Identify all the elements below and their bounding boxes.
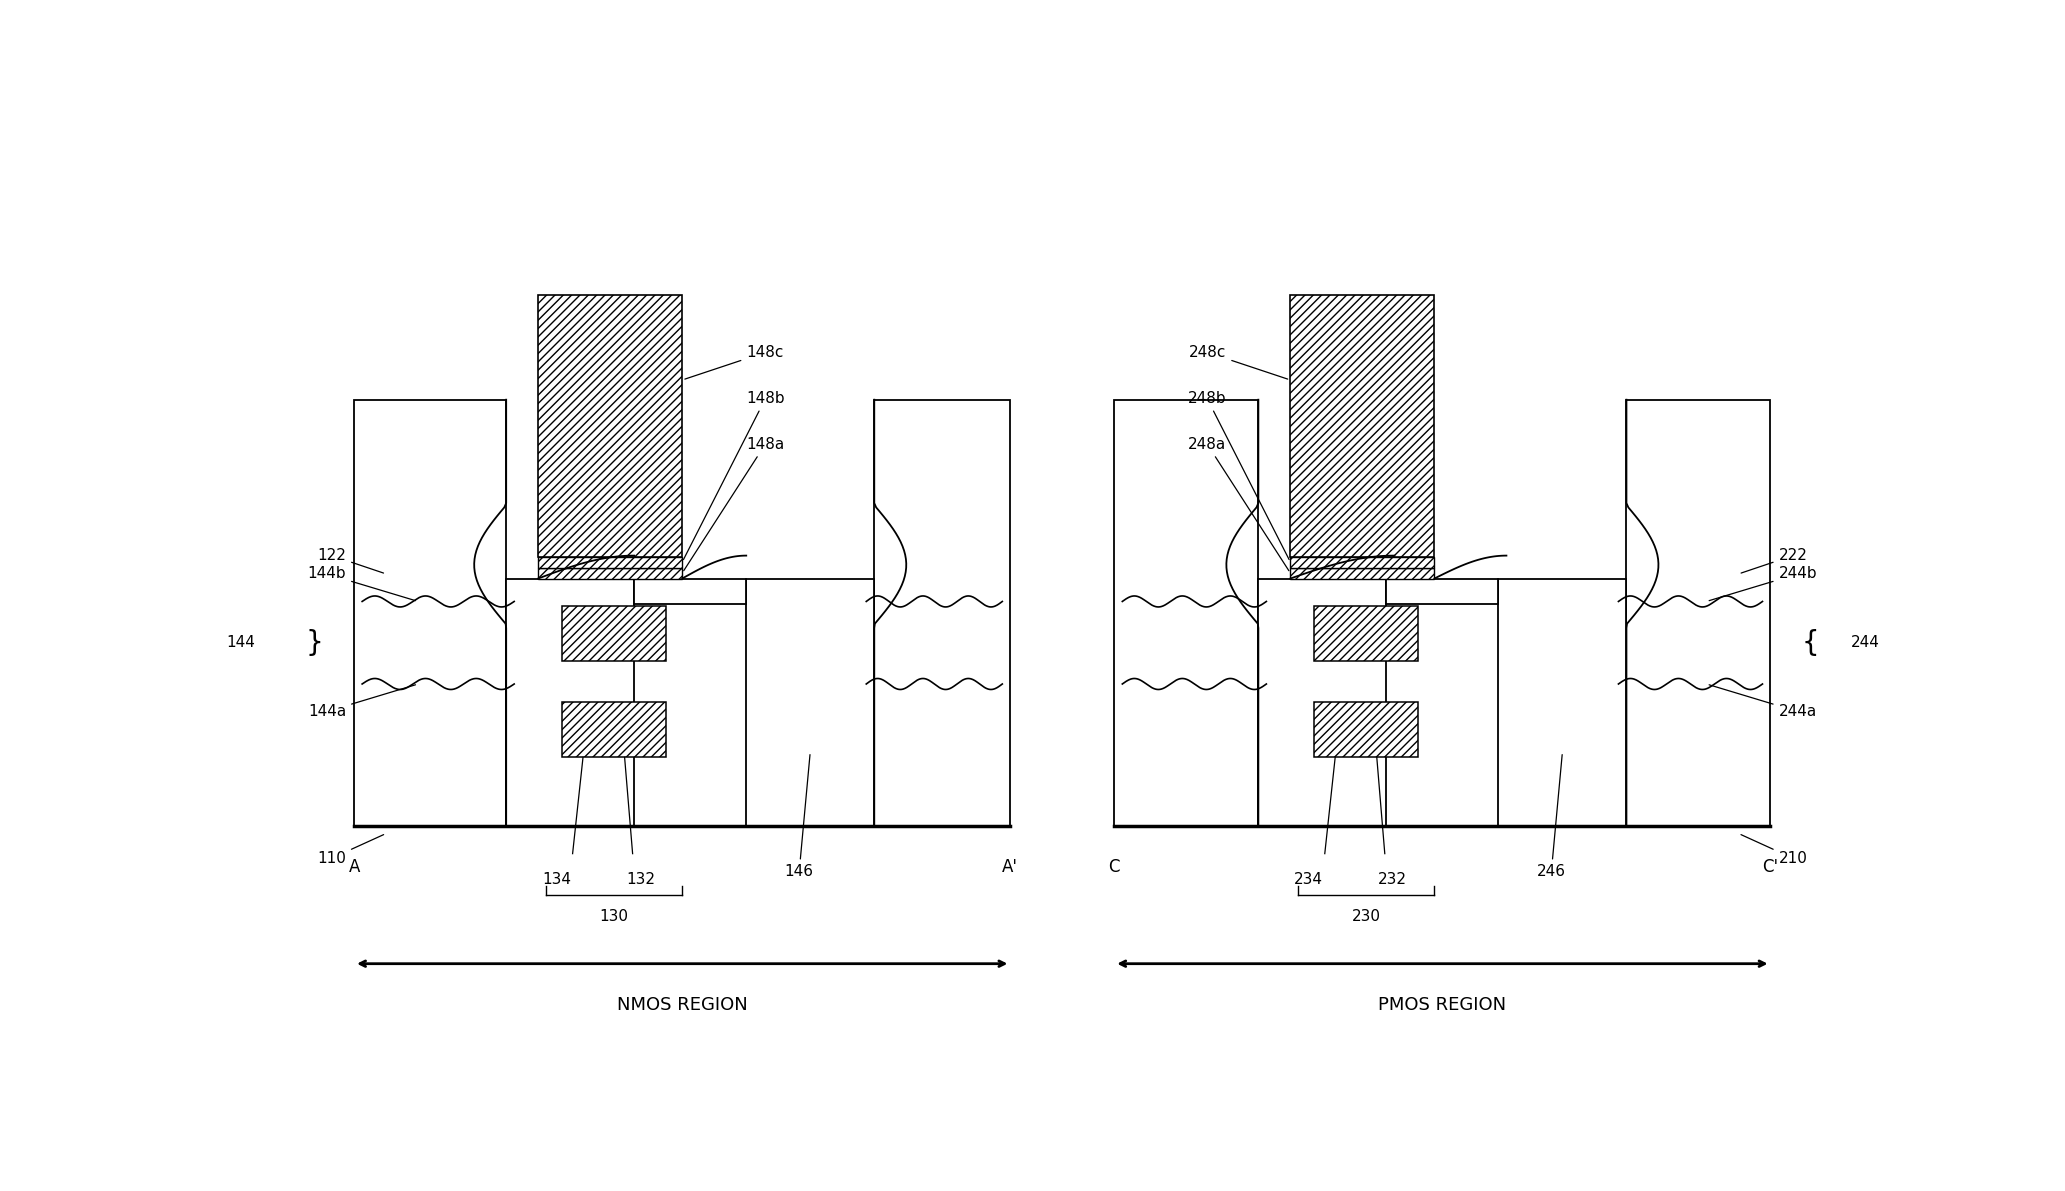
Text: }: } — [306, 629, 322, 656]
Text: 230: 230 — [1353, 909, 1381, 924]
Bar — [1291, 295, 1435, 556]
Bar — [539, 295, 681, 556]
Text: {: { — [1801, 629, 1819, 656]
Bar — [1115, 400, 1258, 827]
Bar — [745, 579, 873, 827]
Text: 244: 244 — [1850, 635, 1879, 650]
Text: 148b: 148b — [684, 391, 785, 560]
Text: C': C' — [1761, 859, 1778, 877]
Text: A: A — [349, 859, 359, 877]
Text: 232: 232 — [1377, 872, 1406, 887]
Bar — [1258, 579, 1386, 827]
Bar — [873, 400, 1010, 827]
Text: NMOS REGION: NMOS REGION — [617, 996, 748, 1014]
Text: 144b: 144b — [308, 567, 415, 600]
Text: 144a: 144a — [308, 685, 415, 719]
Bar — [1291, 556, 1435, 568]
Text: 122: 122 — [318, 548, 384, 573]
Bar — [1313, 703, 1419, 757]
Text: 148c: 148c — [686, 345, 783, 379]
Text: 248c: 248c — [1189, 345, 1289, 379]
Bar — [1627, 400, 1770, 827]
Bar — [1499, 579, 1627, 827]
Text: 210: 210 — [1741, 835, 1807, 866]
Bar — [562, 703, 667, 757]
Text: C: C — [1109, 859, 1119, 877]
Text: 144: 144 — [227, 635, 254, 650]
Text: 244b: 244b — [1710, 567, 1817, 600]
Text: 244a: 244a — [1710, 685, 1817, 719]
Text: 234: 234 — [1295, 872, 1324, 887]
Text: 248a: 248a — [1187, 437, 1289, 570]
Bar — [1386, 579, 1499, 604]
Text: 148a: 148a — [684, 437, 785, 570]
Bar — [355, 400, 506, 827]
Bar — [634, 579, 745, 604]
Bar — [1291, 568, 1435, 579]
Text: 132: 132 — [626, 872, 655, 887]
Bar — [506, 579, 634, 827]
Text: 134: 134 — [543, 872, 572, 887]
Text: PMOS REGION: PMOS REGION — [1377, 996, 1507, 1014]
Text: 110: 110 — [318, 835, 384, 866]
Bar — [1313, 606, 1419, 661]
Text: 130: 130 — [599, 909, 628, 924]
Text: A': A' — [1002, 859, 1018, 877]
Bar — [539, 556, 681, 568]
Bar — [562, 606, 667, 661]
Text: 246: 246 — [1536, 755, 1565, 879]
Text: 222: 222 — [1741, 548, 1807, 573]
Text: 248b: 248b — [1187, 391, 1289, 560]
Text: 146: 146 — [785, 755, 814, 879]
Bar — [539, 568, 681, 579]
